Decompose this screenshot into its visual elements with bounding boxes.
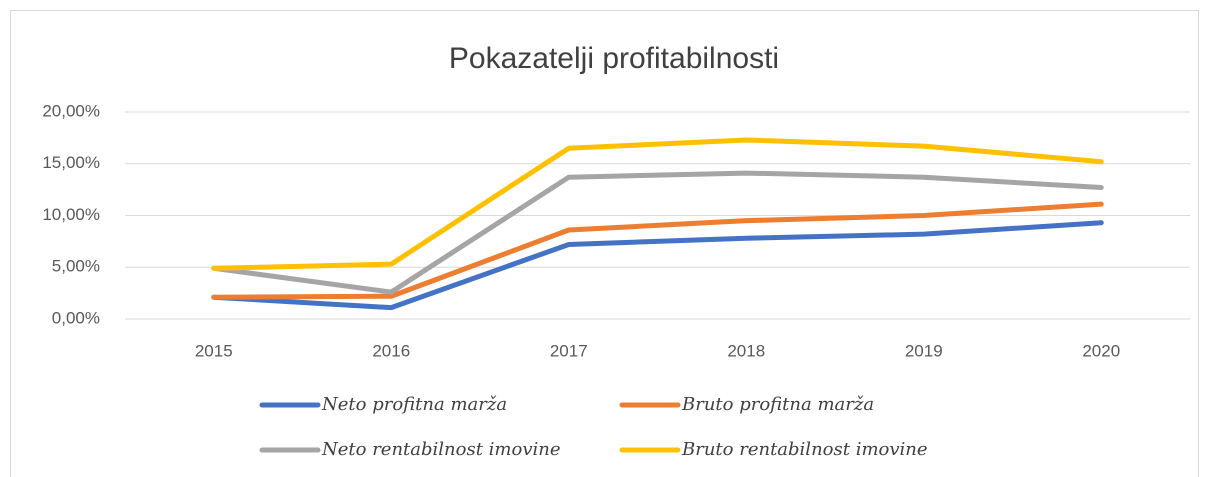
line-series	[211, 137, 1104, 271]
legend-label: Neto rentabilnost imovine	[321, 439, 561, 460]
y-tick-label: 0,00%	[52, 308, 100, 327]
x-tick-label: 2015	[195, 341, 233, 360]
line-series	[211, 201, 1104, 300]
legend-label: Bruto rentabilnost imovine	[681, 439, 928, 460]
x-tick-label: 2016	[372, 341, 410, 360]
y-tick-label: 15,00%	[42, 153, 100, 172]
line-series	[211, 170, 1104, 295]
legend-label: Bruto profitna marža	[681, 394, 874, 415]
line-series	[211, 220, 1104, 311]
x-tick-label: 2017	[550, 341, 588, 360]
x-tick-label: 2018	[727, 341, 765, 360]
y-tick-label: 10,00%	[42, 205, 100, 224]
y-tick-label: 5,00%	[52, 257, 100, 276]
y-tick-label: 20,00%	[42, 101, 100, 120]
x-tick-label: 2020	[1082, 341, 1120, 360]
legend-label: Neto profitna marža	[321, 394, 507, 415]
chart-title: Pokazatelji profitabilnosti	[449, 42, 779, 75]
x-tick-label: 2019	[905, 341, 943, 360]
